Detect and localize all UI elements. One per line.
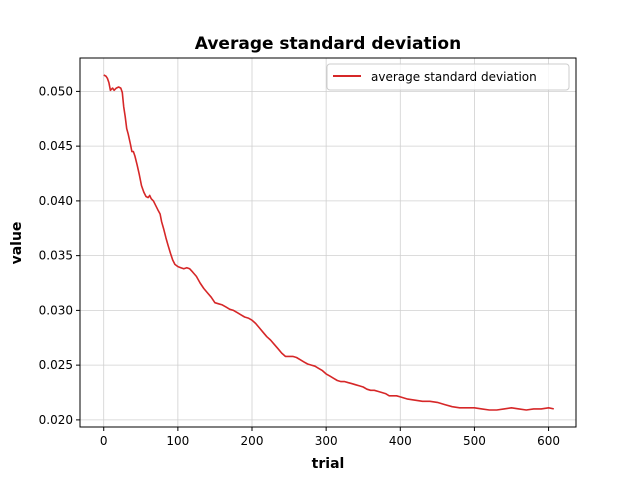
chart-title: Average standard deviation (195, 34, 461, 54)
y-tick-label: 0.035 (39, 249, 73, 263)
x-tick-label: 200 (241, 434, 264, 448)
x-tick-label: 400 (389, 434, 412, 448)
x-tick-label: 500 (463, 434, 486, 448)
x-tick-label: 300 (315, 434, 338, 448)
y-axis-ticks: 0.020 0.025 0.030 0.035 0.040 0.045 0.050 (39, 84, 80, 427)
grid-lines (80, 58, 576, 427)
x-axis-ticks: 0 100 200 300 400 500 600 (100, 427, 560, 448)
x-axis-label: trial (312, 456, 345, 472)
y-tick-label: 0.030 (39, 303, 73, 317)
y-axis-label: value (9, 222, 25, 265)
series-line (103, 74, 554, 411)
legend-box (326, 63, 570, 91)
x-tick-label: 0 (100, 434, 108, 448)
plot-area-frame (79, 57, 577, 428)
y-tick-label: 0.020 (39, 413, 73, 427)
legend: average standard deviation (326, 63, 570, 91)
series-layer (103, 74, 554, 411)
y-tick-label: 0.050 (39, 84, 73, 98)
y-tick-label: 0.025 (39, 358, 73, 372)
x-tick-label: 100 (166, 434, 189, 448)
y-tick-label: 0.045 (39, 139, 73, 153)
legend-label: average standard deviation (371, 70, 537, 84)
y-tick-label: 0.040 (39, 194, 73, 208)
x-tick-label: 600 (537, 434, 560, 448)
